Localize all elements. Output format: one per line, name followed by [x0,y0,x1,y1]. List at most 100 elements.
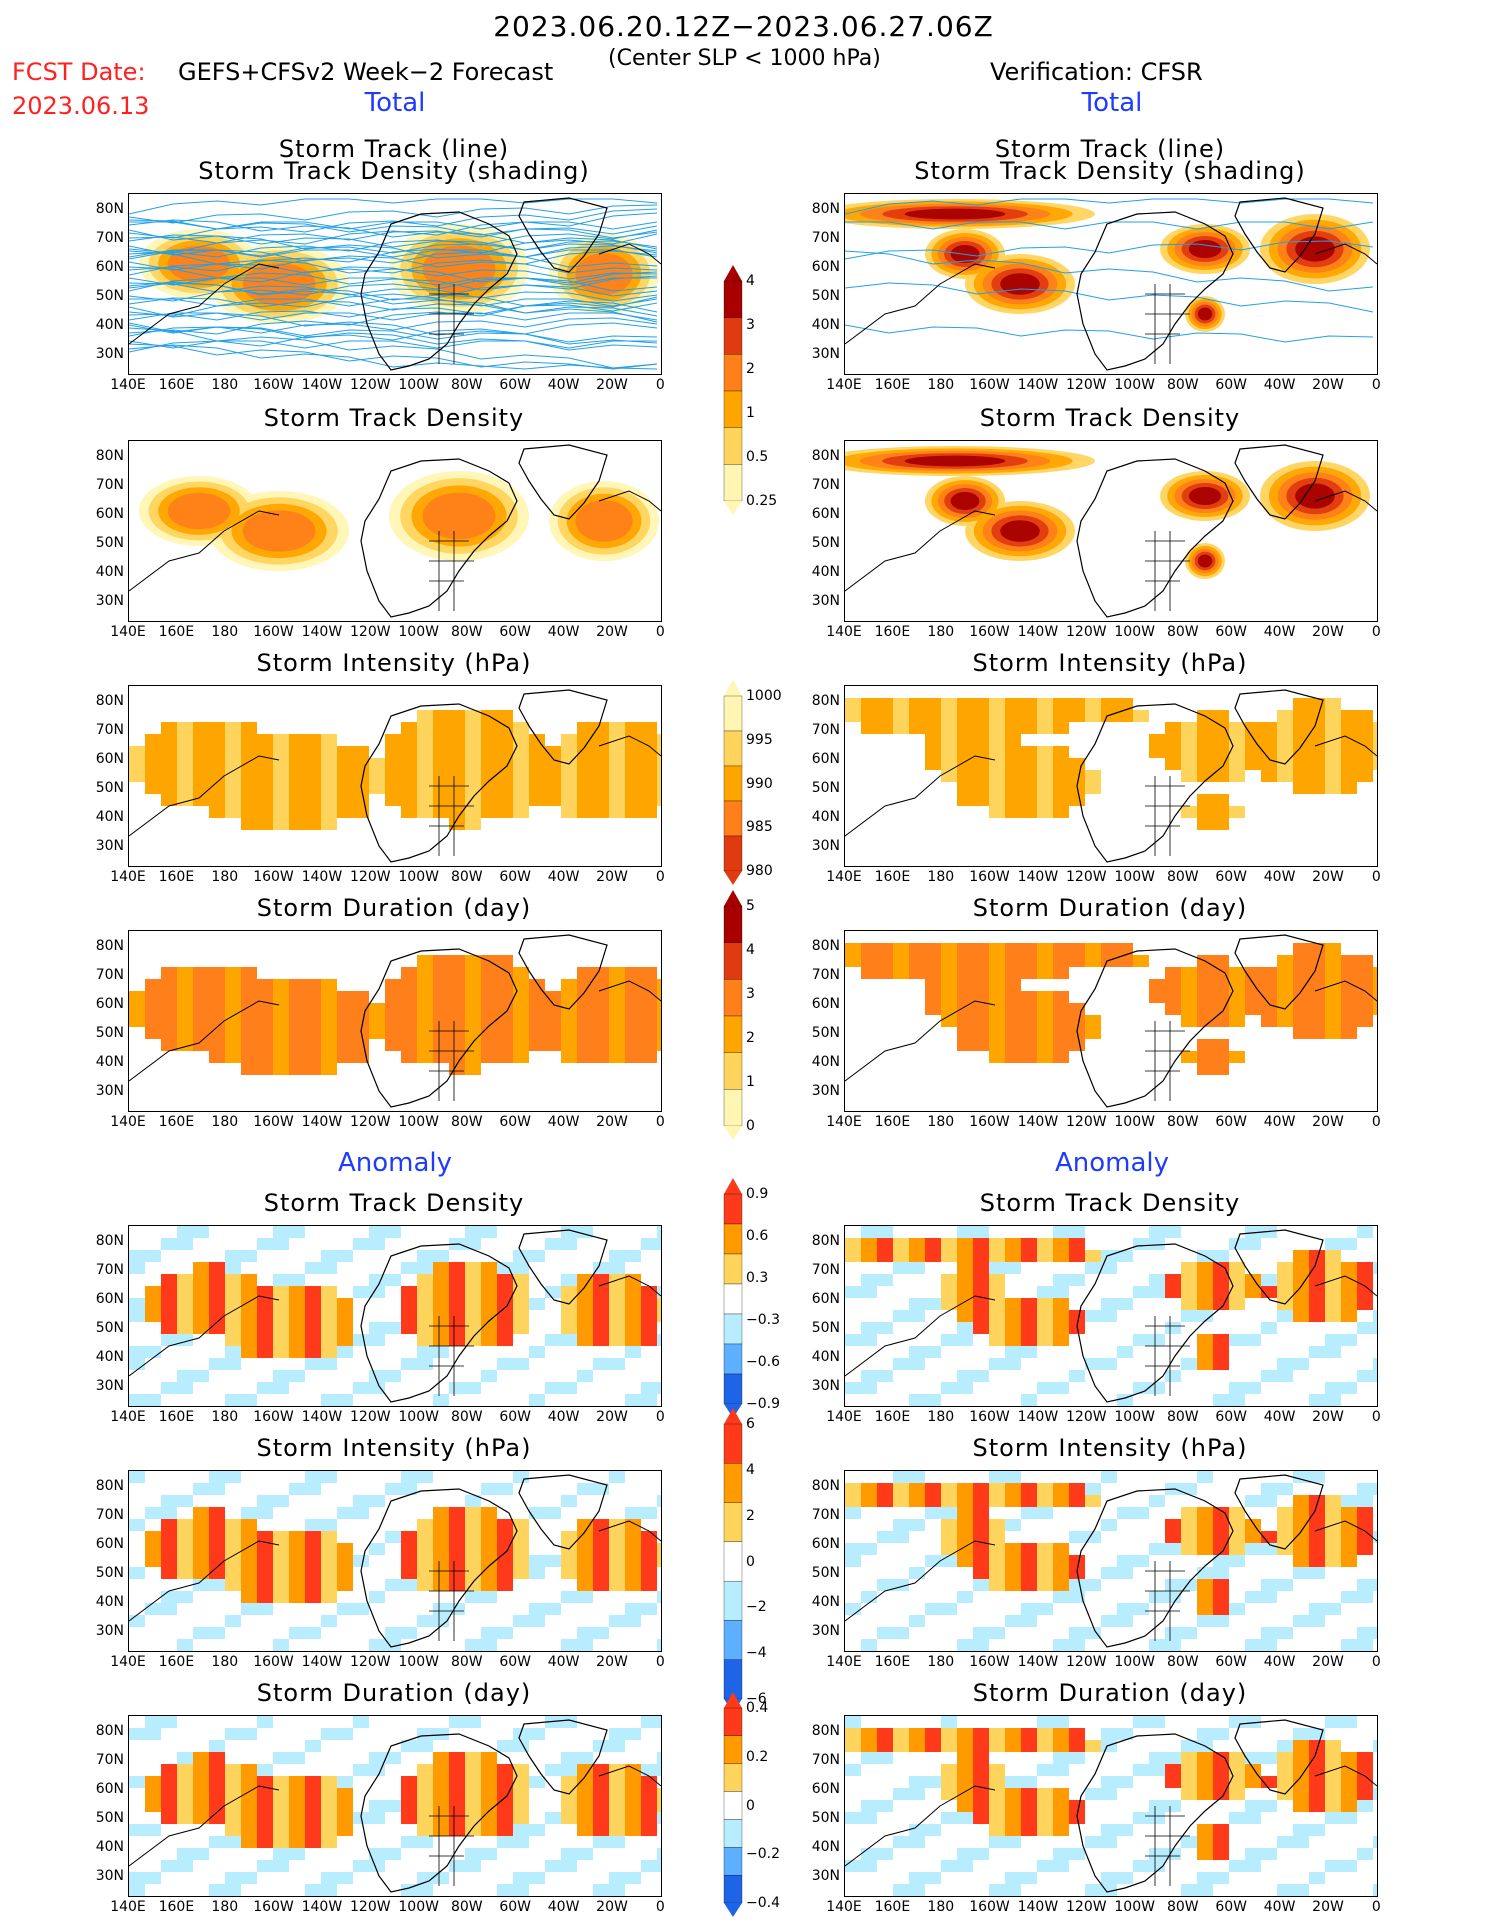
panel-title-density: Storm Track Density [979,1189,1241,1217]
lon-tick-label: 120W [1066,377,1107,393]
lon-tick-label: 20W [1312,1654,1344,1670]
lon-tick-label: 0 [1371,1899,1381,1915]
lon-tick-label: 140E [826,1114,862,1130]
lat-tick-label: 30N [811,1378,840,1394]
lat-tick-label: 70N [811,1752,840,1768]
lon-tick-label: 60W [499,869,532,885]
map-panel-adensity-v [844,1225,1378,1407]
lat-tick-label: 60N [95,996,124,1012]
lat-tick-label: 70N [811,1507,840,1523]
lon-tick-label: 20W [1312,1409,1344,1425]
colorbar-tick-label: 0.25 [746,493,778,509]
lat-tick-label: 70N [95,1262,124,1278]
lat-tick-label: 80N [811,1233,840,1249]
lon-tick-label: 160E [158,377,195,393]
lon-tick-label: 180 [211,624,239,640]
map-canvas [129,444,661,618]
map-canvas [845,689,1377,863]
lat-tick-label: 50N [95,1025,124,1041]
lat-tick-label: 60N [811,1536,840,1552]
lon-tick-label: 80W [1166,1654,1199,1670]
lon-tick-label: 20W [596,1114,628,1130]
lat-tick-label: 80N [811,1478,840,1494]
lat-tick-label: 70N [95,1752,124,1768]
lon-tick-label: 120W [1066,1409,1107,1425]
lat-tick-label: 60N [811,1781,840,1797]
lat-tick-label: 60N [811,996,840,1012]
colorbar-tick-label: 0.6 [746,1228,769,1244]
lat-tick-label: 70N [95,230,124,246]
lon-tick-label: 80W [1166,1114,1199,1130]
lon-tick-label: 140W [1017,869,1059,885]
lat-tick-label: 30N [95,1083,124,1099]
lat-tick-label: 30N [95,593,124,609]
colorbar-tick-label: −6 [746,1691,767,1707]
panel-title-density: Storm Track Density [979,404,1241,432]
lon-tick-label: 160W [253,1409,294,1425]
lon-tick-label: 140E [826,1409,862,1425]
lon-tick-label: 160W [969,1654,1010,1670]
lon-tick-label: 140E [110,1409,146,1425]
section-anomaly-verification: Anomaly [1054,1148,1170,1178]
lon-tick-label: 100W [398,869,439,885]
lat-tick-label: 40N [95,1839,124,1855]
colorbar-intensity-total [722,680,744,885]
lon-tick-label: 0 [1371,1409,1381,1425]
lon-tick-label: 140W [301,1114,343,1130]
lon-tick-label: 80W [450,1899,483,1915]
lon-tick-label: 40W [1263,1654,1296,1670]
lon-tick-label: 0 [1371,1114,1381,1130]
lat-tick-label: 30N [811,838,840,854]
lon-tick-label: 160W [969,1409,1010,1425]
lon-tick-label: 80W [450,1654,483,1670]
map-canvas [129,197,661,371]
lat-tick-label: 40N [811,1349,840,1365]
panel-title-duration: Storm Duration (day) [256,894,532,922]
lat-tick-label: 80N [811,938,840,954]
lon-tick-label: 160E [874,624,911,640]
colorbar-tick-label: 0.9 [746,1186,769,1202]
lon-tick-label: 60W [1215,624,1248,640]
colorbar-tick-label: 0 [746,1118,755,1134]
lon-tick-label: 180 [211,1654,239,1670]
lon-tick-label: 20W [596,624,628,640]
lon-tick-label: 180 [211,1409,239,1425]
lat-tick-label: 30N [95,1378,124,1394]
lon-tick-label: 20W [596,869,628,885]
lat-tick-label: 40N [811,1054,840,1070]
lon-tick-label: 100W [1114,1654,1155,1670]
lon-tick-label: 0 [655,1899,665,1915]
lon-tick-label: 140E [110,1654,146,1670]
lon-tick-label: 120W [1066,1114,1107,1130]
lat-tick-label: 80N [811,448,840,464]
lon-tick-label: 40W [1263,377,1296,393]
colorbar-tick-label: 985 [746,819,773,836]
colorbar-tick-label: 990 [746,775,773,792]
colorbar-tick-label: 4 [746,273,755,289]
lat-tick-label: 50N [811,1320,840,1336]
lon-tick-label: 40W [547,1114,580,1130]
panel-title-intensity: Storm Intensity (hPa) [256,649,532,677]
lon-tick-label: 180 [927,377,955,393]
lat-tick-label: 70N [95,477,124,493]
lon-tick-label: 60W [499,377,532,393]
panel-title-track_line_2: Storm Track Density (shading) [198,157,590,185]
colorbar-tick-label: 1 [746,1074,755,1090]
lon-tick-label: 100W [1114,1409,1155,1425]
section-total-forecast: Total [364,88,426,118]
lon-tick-label: 60W [1215,1114,1248,1130]
lon-tick-label: 20W [1312,624,1344,640]
lon-tick-label: 80W [450,1409,483,1425]
colorbar-tick-label: 2 [746,1030,755,1046]
lat-tick-label: 40N [811,564,840,580]
colorbar-tick-label: −2 [746,1599,767,1616]
lon-tick-label: 40W [1263,1114,1296,1130]
lon-tick-label: 140W [301,1409,343,1425]
panel-title-intensity: Storm Intensity (hPa) [972,649,1248,677]
map-canvas [845,934,1377,1108]
lon-tick-label: 60W [1215,869,1248,885]
map-canvas [845,444,1377,618]
colorbar-tick-label: −4 [746,1645,767,1662]
map-panel-aintensity-f [128,1470,662,1652]
lon-tick-label: 100W [398,1899,439,1915]
